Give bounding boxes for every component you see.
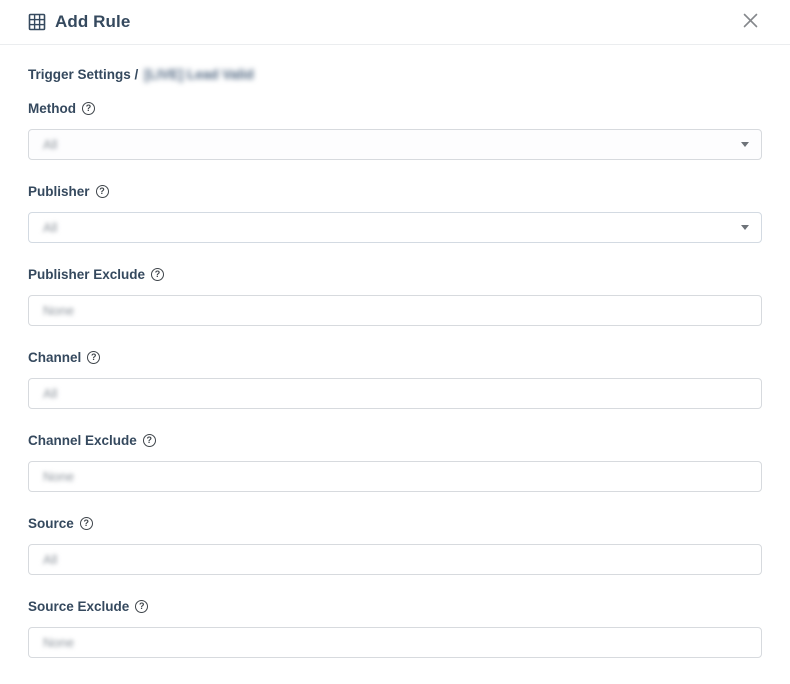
field-value-channel-exclude: None [43,469,75,484]
input-source[interactable]: All [28,544,762,575]
help-icon-publisher[interactable]: ? [95,185,109,198]
field-value-channel: All [43,386,58,401]
field-group-source: Source? All [28,516,762,575]
caret-down-icon [741,142,749,147]
field-value-source-exclude: None [43,635,75,650]
help-icon-channel-exclude[interactable]: ? [142,434,156,447]
field-value-publisher: All [43,220,58,235]
field-group-method: Method? All [28,101,762,160]
modal-header-left: Add Rule [28,12,130,32]
close-icon [743,13,758,31]
help-icon-channel[interactable]: ? [87,351,101,364]
field-label-method: Method [28,101,76,116]
input-source-exclude[interactable]: None [28,627,762,658]
help-icon-publisher-exclude[interactable]: ? [151,268,165,281]
field-group-source-exclude: Source Exclude? None [28,599,762,658]
modal-title: Add Rule [55,12,131,31]
field-label-source-exclude: Source Exclude [28,599,130,614]
modal-body: Trigger Settings / [LIVE] Lead Valid Met… [0,45,790,658]
field-value-method: All [43,137,58,152]
caret-down-icon [741,225,749,230]
field-label-row-method: Method? [28,101,762,116]
field-label-row-publisher: Publisher? [28,184,762,199]
select-publisher[interactable]: All [28,212,762,243]
field-label-channel-exclude: Channel Exclude [28,433,137,448]
field-label-source: Source [28,516,74,531]
field-label-row-source-exclude: Source Exclude? [28,599,762,614]
fields-container: Method? All Publisher? All Publisher Exclude… [28,101,762,658]
field-group-channel: Channel? All [28,350,762,409]
field-label-row-publisher-exclude: Publisher Exclude? [28,267,762,282]
field-group-publisher: Publisher? All [28,184,762,243]
field-group-publisher-exclude: Publisher Exclude? None [28,267,762,326]
field-label-publisher: Publisher [28,184,90,199]
breadcrumb-prefix: Trigger Settings / [28,67,139,82]
field-label-publisher-exclude: Publisher Exclude [28,267,146,282]
field-group-channel-exclude: Channel Exclude? None [28,433,762,492]
help-icon-source-exclude[interactable]: ? [135,600,149,613]
field-label-channel: Channel [28,350,82,365]
field-label-row-source: Source? [28,516,762,531]
input-channel-exclude[interactable]: None [28,461,762,492]
modal-header: Add Rule [0,0,790,45]
field-value-source: All [43,552,58,567]
field-value-publisher-exclude: None [43,303,75,318]
field-label-row-channel: Channel? [28,350,762,365]
breadcrumb: Trigger Settings / [LIVE] Lead Valid [28,67,762,82]
select-method[interactable]: All [28,129,762,160]
grid-icon [28,13,46,31]
close-button[interactable] [741,11,760,33]
field-label-row-channel-exclude: Channel Exclude? [28,433,762,448]
breadcrumb-rule-name-redacted: [LIVE] Lead Valid [144,67,254,82]
help-icon-source[interactable]: ? [79,517,93,530]
help-icon-method[interactable]: ? [82,102,95,115]
input-channel[interactable]: All [28,378,762,409]
input-publisher-exclude[interactable]: None [28,295,762,326]
